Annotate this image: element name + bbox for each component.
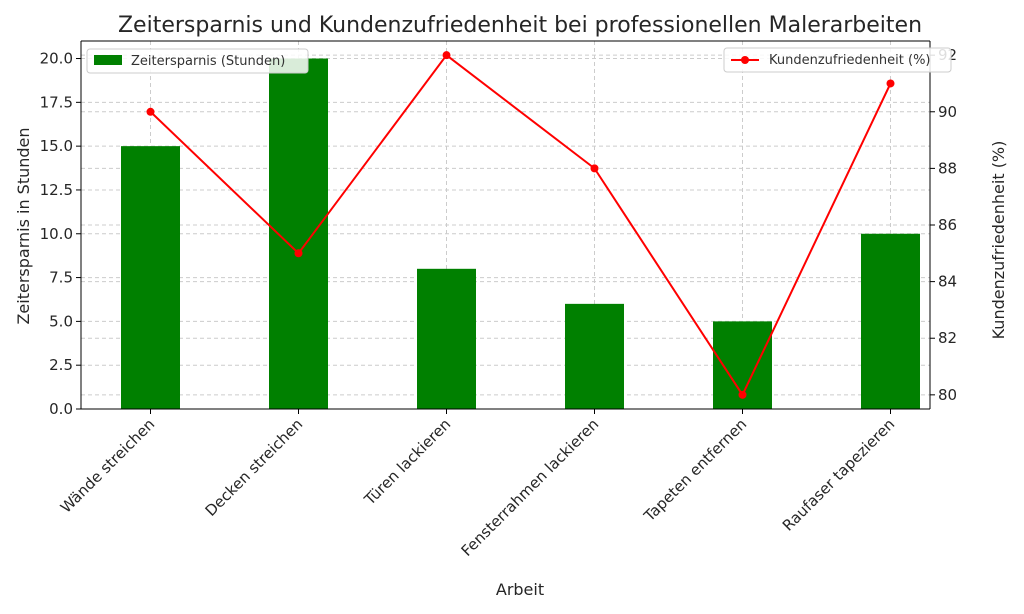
line-path xyxy=(149,53,892,397)
x-tick-label: Tapeten entfernen xyxy=(640,415,751,526)
x-tick-label: Decken streichen xyxy=(202,415,307,520)
bar xyxy=(565,303,624,409)
legend-line: Kundenzufriedenheit (%) xyxy=(723,47,952,73)
y-tick-label-right: 86 xyxy=(938,216,957,234)
y-tick-label-left: 0.0 xyxy=(49,400,73,418)
y-tick-label-left: 12.5 xyxy=(40,181,73,199)
legend-bar-label: Zeitersparnis (Stunden) xyxy=(131,54,285,69)
x-tick-label: Fensterrahmen lackieren xyxy=(458,415,603,560)
bar xyxy=(861,233,920,409)
x-axis-title: Arbeit xyxy=(496,580,544,599)
y-tick-label-left: 17.5 xyxy=(40,93,73,111)
y-tick-label-left: 2.5 xyxy=(49,356,73,374)
legend-bar-frame xyxy=(86,48,309,74)
legend-bar: Zeitersparnis (Stunden) xyxy=(86,48,309,74)
x-tick-label: Wände streichen xyxy=(57,415,158,516)
y-tick-label-right: 84 xyxy=(938,273,957,291)
line-point xyxy=(886,79,895,88)
chart-title: Zeitersparnis und Kundenzufriedenheit be… xyxy=(118,13,922,38)
y-tick-label-right: 88 xyxy=(938,159,957,177)
line-point xyxy=(738,390,747,399)
y-tick-label-left: 5.0 xyxy=(49,312,73,330)
legend-bar-swatch xyxy=(94,55,122,65)
y-tick-label-left: 7.5 xyxy=(49,269,73,287)
legend-line-label: Kundenzufriedenheit (%) xyxy=(769,53,931,68)
y-tick-label-left: 10.0 xyxy=(40,225,73,243)
y-tick-label-right: 80 xyxy=(938,386,957,404)
y-tick-label-left: 20.0 xyxy=(40,50,73,68)
y-tick-label-right: 90 xyxy=(938,103,957,121)
x-axis-ticks: Wände streichen Decken streichen Türen lac… xyxy=(57,409,898,560)
line-series xyxy=(146,51,895,399)
bar xyxy=(417,268,476,409)
bar xyxy=(121,146,180,409)
line-point xyxy=(146,107,155,116)
y-axis-left-title: Zeitersparnis in Stunden xyxy=(14,127,33,324)
line-point xyxy=(590,164,599,173)
y-axis-right-ticks: 80828486889092 xyxy=(930,46,957,404)
grid xyxy=(81,41,930,410)
y-tick-label-left: 15.0 xyxy=(40,137,73,155)
x-tick-label: Raufaser tapezieren xyxy=(779,415,898,534)
bar-series xyxy=(121,58,920,410)
line-point xyxy=(294,249,303,258)
x-tick-label: Türen lackieren xyxy=(360,415,454,509)
y-tick-label-right: 82 xyxy=(938,329,957,347)
legend-line-marker xyxy=(741,56,749,64)
line-point xyxy=(442,51,451,60)
legend-line-frame xyxy=(723,47,952,73)
y-axis-right-title: Kundenzufriedenheit (%) xyxy=(989,141,1008,340)
y-axis-left-ticks: 0.0 2.5 5.0 7.5 10.0 12.5 15.0 17.5 20.0 xyxy=(40,50,81,418)
